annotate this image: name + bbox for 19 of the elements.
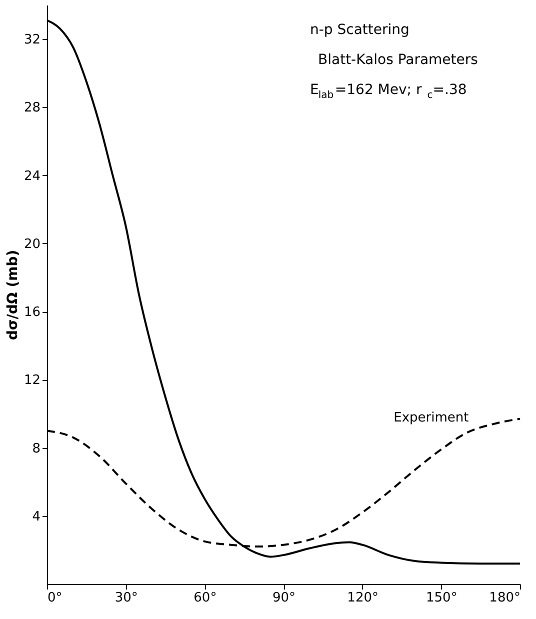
x-tick-label: 0° <box>48 590 62 606</box>
annotation: Blatt-Kalos Parameters <box>318 52 478 68</box>
y-tick-label: 20 <box>24 236 40 252</box>
x-tick-label: 120° <box>347 590 378 606</box>
y-tick-label: 16 <box>24 305 40 320</box>
y-tick-label: 8 <box>32 441 40 456</box>
x-tick-label: 90° <box>272 590 296 606</box>
y-tick-label: 28 <box>24 100 40 116</box>
annotation: n-p Scattering <box>310 22 410 38</box>
y-tick-label: 24 <box>24 168 40 184</box>
x-tick-label: 180° <box>489 590 520 606</box>
y-tick-label: 12 <box>24 373 40 388</box>
x-tick-label: 30° <box>114 590 138 606</box>
y-tick-label: 32 <box>24 32 40 48</box>
series-label: Experiment <box>394 410 469 426</box>
x-tick-label: 150° <box>426 590 458 606</box>
y-tick-label: 4 <box>32 509 40 524</box>
x-tick-label: 60° <box>194 590 217 606</box>
y-axis-title: dσ/dΩ (mb) <box>4 250 21 340</box>
